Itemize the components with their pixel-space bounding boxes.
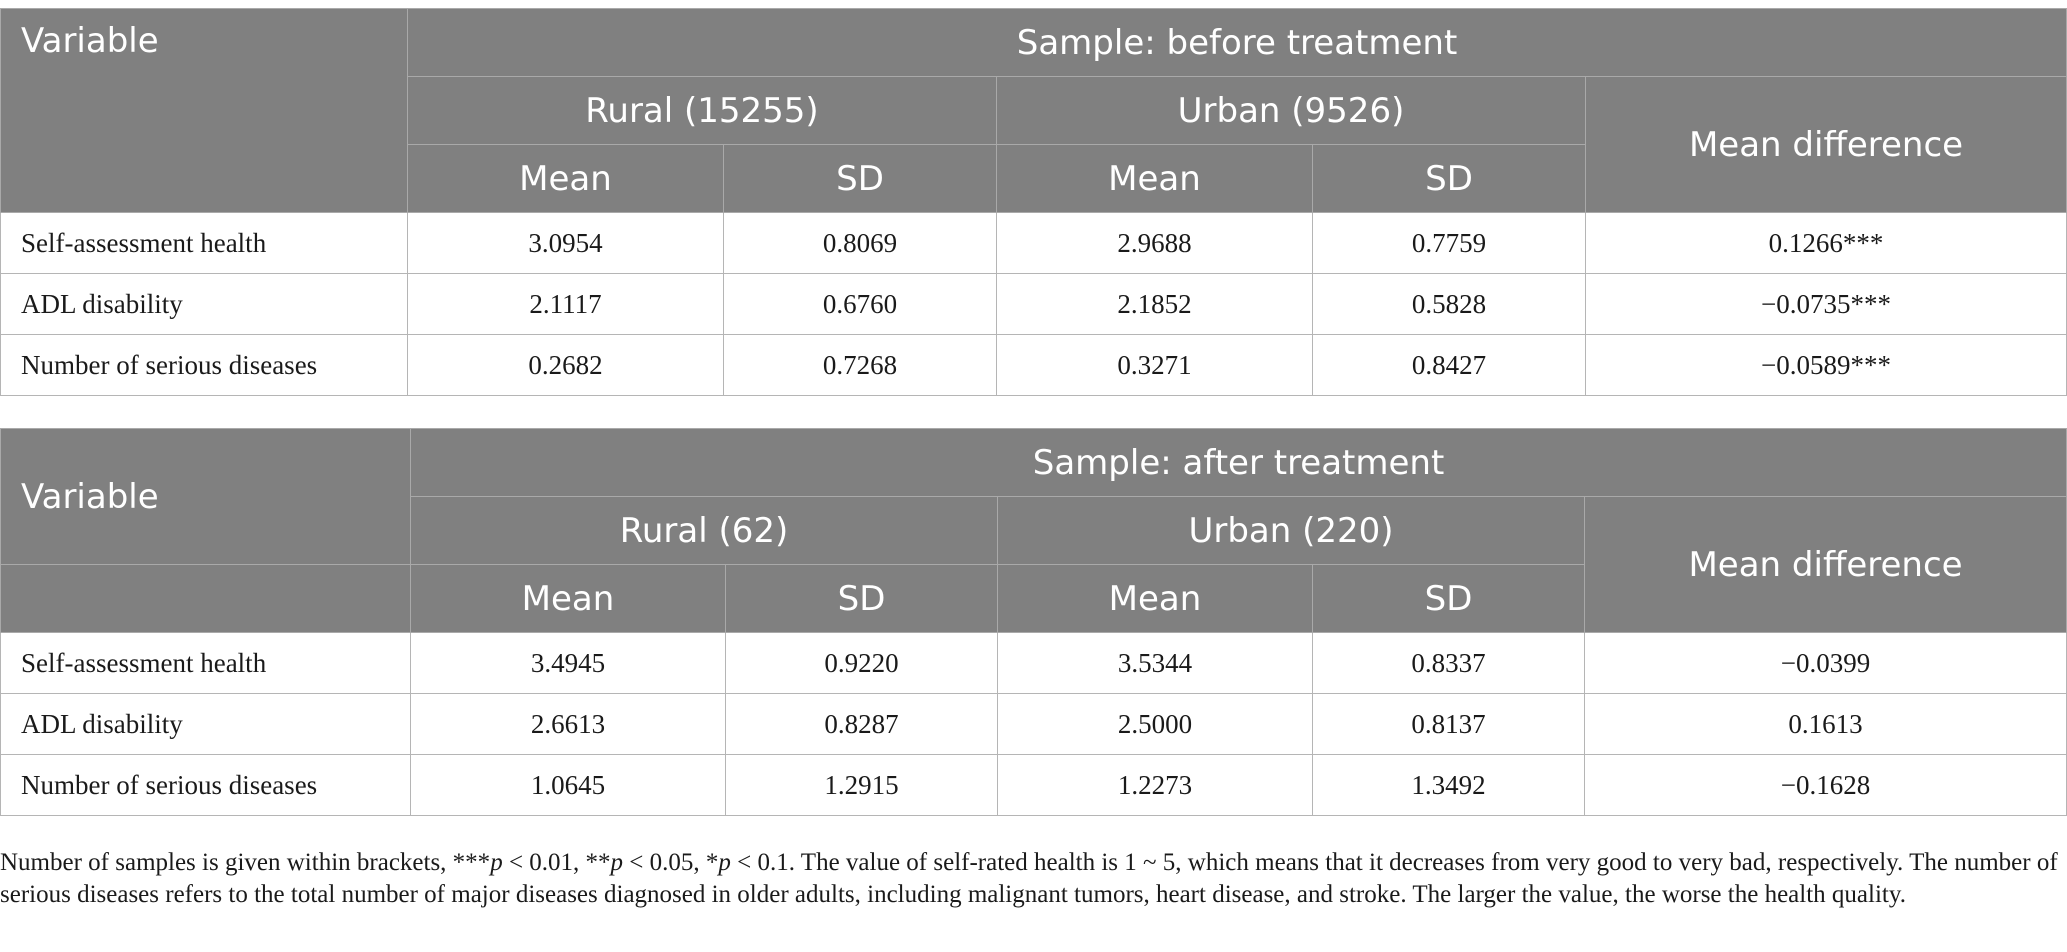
urban-mean-cell: 2.1852 [996, 273, 1313, 335]
table-row: Self-assessment health 3.0954 0.8069 2.9… [0, 212, 2067, 274]
variable-cell: Self-assessment health [0, 212, 408, 274]
before-treatment-table: Variable Sample: before treatment Rural … [0, 8, 2067, 396]
urban-sd-cell: 0.8137 [1312, 693, 1585, 755]
rural-mean-header: Mean [407, 144, 724, 213]
rural-sd-cell: 0.7268 [723, 334, 997, 396]
urban-mean-header: Mean [997, 564, 1313, 633]
urban-sd-cell: 0.5828 [1312, 273, 1586, 335]
p-symbol: p [718, 849, 731, 876]
urban-sd-cell: 0.8337 [1312, 632, 1585, 694]
table-row: ADL disability 2.6613 0.8287 2.5000 0.81… [0, 693, 2067, 755]
urban-sd-cell: 1.3492 [1312, 754, 1585, 816]
urban-sd-header: SD [1312, 564, 1585, 633]
table-row: Self-assessment health 3.4945 0.9220 3.5… [0, 632, 2067, 694]
variable-header: Variable [0, 428, 411, 565]
variable-cell: Number of serious diseases [0, 334, 408, 396]
mean-difference-header: Mean difference [1583, 496, 2067, 633]
mean-difference-cell: 0.1266*** [1584, 212, 2067, 274]
rural-header: Rural (62) [410, 496, 998, 565]
rural-mean-cell: 0.2682 [407, 334, 724, 396]
mean-difference-cell: −0.0589*** [1584, 334, 2067, 396]
mean-difference-cell: −0.0399 [1583, 632, 2067, 694]
table-footnote: Number of samples is given within bracke… [0, 847, 2060, 911]
mean-difference-header: Mean difference [1584, 76, 2067, 213]
variable-cell: Number of serious diseases [0, 754, 411, 816]
sample-header: Sample: after treatment [409, 428, 2067, 497]
variable-header: Variable [0, 8, 408, 213]
variable-header-spacer [0, 564, 411, 633]
table-row: Number of serious diseases 0.2682 0.7268… [0, 334, 2067, 396]
urban-sd-cell: 0.8427 [1312, 334, 1586, 396]
urban-mean-cell: 2.9688 [996, 212, 1313, 274]
rural-sd-header: SD [725, 564, 998, 633]
table-row: Number of serious diseases 1.0645 1.2915… [0, 754, 2067, 816]
rural-mean-cell: 2.1117 [407, 273, 724, 335]
rural-sd-cell: 0.6760 [723, 273, 997, 335]
urban-mean-cell: 3.5344 [997, 632, 1313, 694]
urban-sd-cell: 0.7759 [1312, 212, 1586, 274]
table-row: ADL disability 2.1117 0.6760 2.1852 0.58… [0, 273, 2067, 335]
variable-cell: Self-assessment health [0, 632, 411, 694]
rural-sd-header: SD [723, 144, 997, 213]
urban-header: Urban (220) [997, 496, 1585, 565]
footnote-text: Number of samples is given within bracke… [0, 849, 491, 876]
urban-mean-header: Mean [996, 144, 1313, 213]
urban-mean-cell: 2.5000 [997, 693, 1313, 755]
rural-header: Rural (15255) [407, 76, 997, 145]
mean-difference-cell: −0.1628 [1583, 754, 2067, 816]
rural-mean-cell: 2.6613 [410, 693, 726, 755]
rural-mean-header: Mean [410, 564, 726, 633]
footnote-text: < 0.01, ** [502, 849, 611, 876]
variable-cell: ADL disability [0, 693, 411, 755]
sample-header: Sample: before treatment [406, 8, 2067, 77]
footnote-text: < 0.05, * [623, 849, 719, 876]
rural-sd-cell: 0.9220 [725, 632, 998, 694]
urban-mean-cell: 1.2273 [997, 754, 1313, 816]
rural-sd-cell: 0.8069 [723, 212, 997, 274]
urban-mean-cell: 0.3271 [996, 334, 1313, 396]
rural-mean-cell: 3.4945 [410, 632, 726, 694]
p-symbol: p [610, 849, 624, 876]
rural-sd-cell: 0.8287 [725, 693, 998, 755]
mean-difference-cell: 0.1613 [1583, 693, 2067, 755]
urban-sd-header: SD [1312, 144, 1586, 213]
footnote-text: < 0.1. The value of self-rated health is… [0, 849, 2058, 908]
rural-sd-cell: 1.2915 [725, 754, 998, 816]
p-symbol: p [490, 849, 503, 876]
urban-header: Urban (9526) [996, 76, 1586, 145]
rural-mean-cell: 1.0645 [410, 754, 726, 816]
after-treatment-table: Variable Sample: after treatment Rural (… [0, 428, 2067, 816]
rural-mean-cell: 3.0954 [407, 212, 724, 274]
mean-difference-cell: −0.0735*** [1584, 273, 2067, 335]
variable-cell: ADL disability [0, 273, 408, 335]
